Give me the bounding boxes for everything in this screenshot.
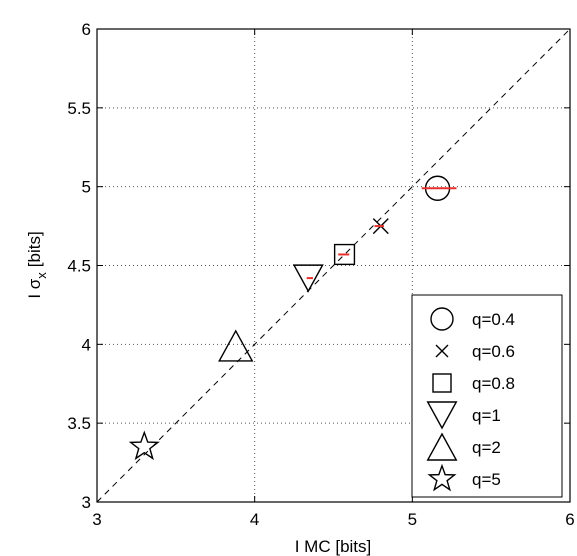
y-tick-label: 4 [82,335,91,354]
legend-entry: q=0.4 [430,307,515,331]
legend-entry: q=2 [426,432,501,461]
y-tick-label: 3.5 [67,414,91,433]
x-tick-label: 6 [565,510,574,529]
legend-marker-triangle-up [426,432,458,461]
legend: q=0.4 q=0.6 q=0.8 q=1 q=2 q=5 [411,294,563,498]
legend-label: q=0.8 [472,374,515,393]
y-tick-label: 3 [82,493,91,512]
reference-diagonal-line [96,28,571,503]
point-q=2 [218,329,254,362]
legend-entry: q=0.6 [435,342,515,361]
legend-label: q=0.4 [472,310,515,329]
legend-label: q=5 [472,470,501,489]
legend-entry: q=5 [427,463,501,492]
y-axis-label-main: I σ [25,278,44,298]
marker-triangle-up [218,329,254,362]
y-tick-label: 4.5 [67,257,91,276]
y-axis-label-unit: [bits] [25,231,44,267]
x-tick-label: 4 [250,510,259,529]
legend-marker-star [427,463,457,492]
legend-entry: q=1 [426,401,501,430]
marker-triangle-down [292,264,324,293]
point-q=0.4 [421,175,457,201]
axis-ticks: 3 4 5 6 3 3.5 4 4.5 5 5.5 6 [67,20,574,529]
marker-star [128,430,160,461]
legend-label: q=2 [472,438,501,457]
legend-marker-x [435,344,449,358]
legend-marker-square [432,373,452,393]
point-q=0.8 [333,243,356,266]
x-tick-label: 3 [92,510,101,529]
x-axis-label: I MC [bits] [295,537,372,556]
point-q=1 [292,264,324,293]
y-tick-label: 6 [82,20,91,39]
y-tick-label: 5 [82,178,91,197]
point-q=5 [128,430,160,461]
y-tick-label: 5.5 [67,99,91,118]
legend-label: q=0.6 [472,342,515,361]
marker-square [333,243,356,266]
y-axis-label: I σx [bits] [25,231,49,298]
data-points [128,175,457,461]
x-tick-label: 5 [408,510,417,529]
y-axis-label-subscript: x [34,272,49,279]
legend-marker-triangle-down [426,401,458,430]
legend-marker-circle [430,307,454,331]
point-q=0.6 [372,218,389,235]
legend-entry: q=0.8 [432,373,515,393]
legend-label: q=1 [472,406,501,425]
